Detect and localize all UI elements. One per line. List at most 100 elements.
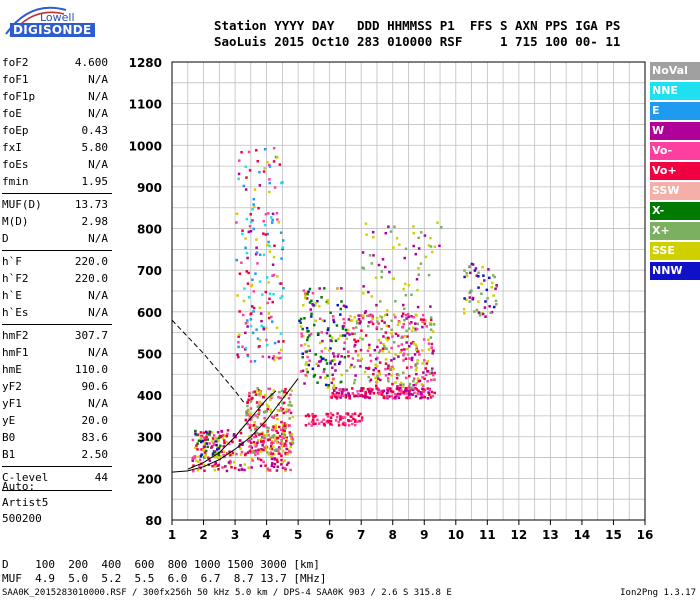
- echo-point: [305, 338, 309, 342]
- echo-point: [346, 412, 350, 415]
- echo-point: [366, 395, 369, 399]
- echo-point: [337, 424, 341, 427]
- echo-point: [233, 460, 236, 464]
- echo-point: [415, 372, 418, 376]
- echo-point: [283, 422, 287, 425]
- param-row: foEs N/A: [2, 156, 110, 173]
- echo-point: [310, 299, 313, 303]
- echo-point: [357, 317, 361, 321]
- echo-point: [237, 335, 240, 338]
- param-row: MUF(D) 13.73: [2, 196, 110, 213]
- echo-point: [372, 235, 375, 239]
- echo-point: [331, 391, 334, 395]
- echo-point: [422, 371, 425, 374]
- chart-grid: [171, 61, 646, 521]
- param-value: 2.98: [81, 215, 109, 228]
- echo-point: [272, 355, 276, 358]
- echo-point: [249, 324, 253, 328]
- echo-point: [213, 468, 217, 472]
- echo-point: [423, 395, 427, 399]
- muf-row: MUF 4.9 5.0 5.2 5.5 6.0 6.7 8.7 13.7 [MH…: [2, 572, 327, 585]
- echo-point: [264, 233, 268, 236]
- echo-point: [339, 313, 342, 316]
- echo-point: [283, 433, 287, 437]
- echo-point: [248, 423, 252, 427]
- echo-point: [271, 320, 274, 323]
- echo-point: [416, 392, 420, 395]
- echo-point: [336, 287, 340, 290]
- echo-point: [243, 463, 247, 466]
- echo-point: [231, 440, 234, 443]
- echo-point: [426, 360, 430, 363]
- echo-point: [276, 218, 279, 221]
- echo-point: [477, 300, 480, 303]
- echo-point: [354, 340, 358, 343]
- echo-point: [268, 387, 272, 391]
- echo-point: [279, 282, 283, 285]
- echo-point: [267, 163, 271, 167]
- echo-point: [416, 288, 419, 292]
- echo-point: [488, 276, 491, 280]
- echo-point: [326, 415, 330, 418]
- echo-point: [248, 435, 251, 438]
- echo-point: [245, 217, 249, 221]
- echo-point: [262, 439, 265, 443]
- echo-point: [392, 341, 396, 344]
- echo-point: [336, 355, 340, 358]
- echo-point: [281, 407, 285, 411]
- echo-point: [316, 333, 320, 337]
- echo-point: [371, 230, 375, 234]
- echo-point: [356, 390, 359, 393]
- echo-point: [427, 391, 430, 394]
- echo-point: [231, 451, 235, 455]
- param-key: B1: [2, 448, 16, 461]
- echo-point: [477, 311, 481, 314]
- echo-point: [253, 425, 257, 428]
- echo-point: [402, 359, 405, 362]
- echo-point: [463, 312, 466, 315]
- echo-point: [365, 233, 368, 236]
- echo-point: [245, 251, 249, 255]
- echo-point: [255, 149, 258, 152]
- echo-point: [423, 359, 426, 362]
- echo-point: [410, 315, 413, 318]
- echo-point: [384, 265, 387, 269]
- echo-point: [265, 403, 269, 407]
- x-tick-label: 11: [479, 528, 496, 542]
- echo-point: [303, 294, 307, 297]
- echo-point: [272, 146, 276, 150]
- echo-point: [270, 440, 274, 443]
- echo-point: [244, 331, 247, 335]
- echo-point: [290, 389, 293, 392]
- echo-point: [362, 285, 365, 288]
- echo-point: [356, 359, 360, 362]
- echo-point: [305, 350, 309, 353]
- echo-point: [364, 310, 368, 313]
- echo-point: [408, 357, 411, 360]
- echo-point: [424, 255, 428, 259]
- echo-point: [199, 466, 202, 470]
- echo-point: [247, 271, 250, 275]
- echo-point: [235, 212, 239, 216]
- echo-point: [375, 387, 378, 390]
- echo-point: [288, 434, 292, 437]
- echo-point: [401, 391, 404, 395]
- param-value: N/A: [88, 107, 108, 120]
- echo-point: [312, 422, 315, 426]
- echo-point: [431, 367, 434, 370]
- echo-point: [217, 468, 220, 471]
- echo-point: [262, 435, 265, 438]
- echo-point: [362, 314, 365, 317]
- echo-point: [229, 460, 232, 464]
- echo-point: [285, 436, 288, 440]
- echo-point: [430, 390, 434, 394]
- echo-point: [389, 387, 392, 390]
- echo-point: [360, 329, 363, 332]
- echo-point: [285, 423, 288, 426]
- echo-point: [398, 393, 402, 396]
- echo-point: [394, 315, 397, 319]
- echo-point: [267, 355, 271, 359]
- echo-point: [259, 464, 263, 468]
- echo-point: [418, 353, 421, 356]
- echo-point: [307, 413, 310, 416]
